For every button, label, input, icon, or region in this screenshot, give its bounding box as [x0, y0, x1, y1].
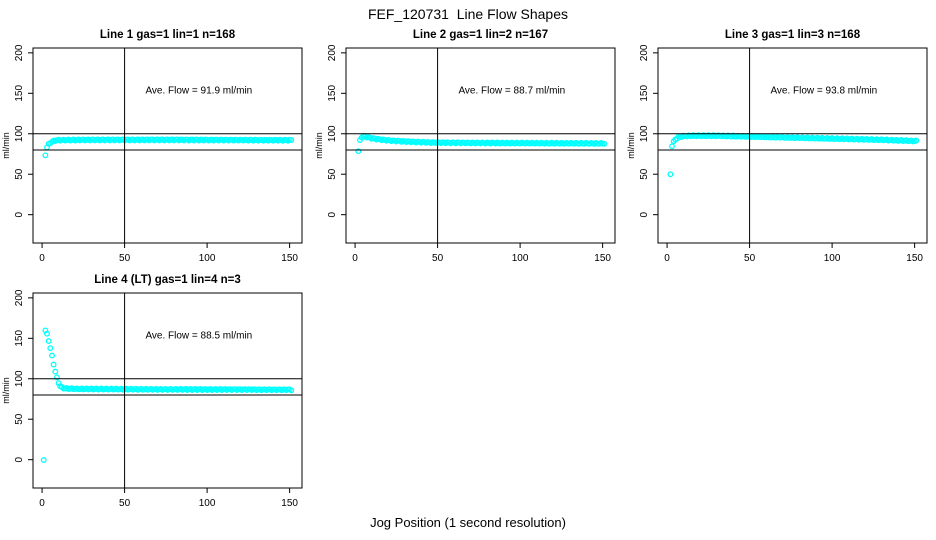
avg-flow-annotation: Ave. Flow = 93.8 ml/min [770, 85, 877, 96]
x-tick-label: 0 [39, 253, 45, 264]
scatter-points [355, 132, 608, 155]
panel-line-2: Line 2 gas=1 lin=2 n=167 0 50 100 150 0 50 100 1… [313, 0, 625, 268]
y-tick-label: 200 [639, 44, 650, 61]
y-axis-title: ml/min [1, 377, 11, 404]
avg-flow-annotation: Ave. Flow = 88.7 ml/min [458, 85, 565, 96]
y-tick-label: 50 [14, 168, 25, 180]
y-tick-label: 200 [14, 289, 25, 306]
panel-title: Line 1 gas=1 lin=1 n=168 [100, 29, 236, 41]
y-tick-label: 50 [639, 168, 650, 180]
y-tick-label: 150 [14, 85, 25, 102]
y-tick-label: 100 [639, 125, 650, 142]
x-tick-label: 50 [119, 498, 131, 509]
x-tick-label: 0 [352, 253, 358, 264]
y-tick-label: 150 [327, 85, 338, 102]
avg-flow-annotation: Ave. Flow = 91.9 ml/min [145, 85, 252, 96]
y-axis-title: ml/min [626, 132, 636, 159]
x-tick-label: 100 [199, 498, 216, 509]
panel-line-3-svg: Line 3 gas=1 lin=3 n=168 0 50 100 150 0 50 100 1… [626, 29, 928, 264]
plot-box [32, 47, 303, 244]
y-tick-label: 0 [327, 211, 338, 217]
panel-title: Line 3 gas=1 lin=3 n=168 [725, 29, 861, 41]
scatter-points [667, 132, 920, 178]
x-tick-label: 100 [512, 253, 529, 264]
y-tick-label: 150 [639, 85, 650, 102]
y-tick-label: 0 [639, 211, 650, 217]
scatter-points [42, 136, 295, 159]
y-tick-label: 100 [14, 125, 25, 142]
panel-line-3: Line 3 gas=1 lin=3 n=168 0 50 100 150 0 50 100 1… [625, 0, 936, 268]
x-tick-label: 0 [39, 498, 45, 509]
avg-flow-annotation: Ave. Flow = 88.5 ml/min [145, 330, 252, 341]
x-tick-label: 150 [281, 498, 298, 509]
plot-box [32, 292, 303, 489]
y-tick-label: 50 [327, 168, 338, 180]
plot-box [657, 47, 928, 244]
panel-title: Line 2 gas=1 lin=2 n=167 [413, 29, 548, 41]
y-tick-label: 200 [14, 44, 25, 61]
y-tick-label: 0 [14, 456, 25, 462]
y-tick-label: 200 [327, 44, 338, 61]
y-tick-label: 50 [14, 413, 25, 425]
y-tick-label: 100 [327, 125, 338, 142]
x-tick-label: 150 [281, 253, 298, 264]
y-tick-label: 150 [14, 330, 25, 347]
panel-line-2-svg: Line 2 gas=1 lin=2 n=167 0 50 100 150 0 50 100 1… [314, 29, 616, 264]
x-tick-label: 150 [906, 253, 923, 264]
x-tick-label: 50 [119, 253, 131, 264]
panel-line-1: Line 1 gas=1 lin=1 n=168 0 50 100 150 0 50 100 1… [0, 0, 312, 268]
y-tick-label: 100 [14, 370, 25, 387]
x-tick-label: 150 [594, 253, 611, 264]
y-axis-title: ml/min [314, 132, 324, 159]
y-axis-title: ml/min [1, 132, 11, 159]
panel-line-4-svg: Line 4 (LT) gas=1 lin=4 n=3 0 50 100 150 0 50 1… [1, 274, 303, 509]
x-axis-label: Jog Position (1 second resolution) [370, 515, 566, 530]
x-tick-label: 50 [744, 253, 756, 264]
x-tick-label: 100 [824, 253, 841, 264]
x-tick-label: 50 [432, 253, 444, 264]
plot-box [345, 47, 616, 244]
scatter-points [40, 327, 295, 464]
x-tick-label: 100 [199, 253, 216, 264]
x-tick-label: 0 [664, 253, 670, 264]
panel-line-4: Line 4 (LT) gas=1 lin=4 n=3 0 50 100 150 0 50 1… [0, 245, 312, 513]
y-tick-label: 0 [14, 211, 25, 217]
figure-title: FEF_120731 Line Flow Shapes [367, 6, 568, 22]
panel-title: Line 4 (LT) gas=1 lin=4 n=3 [94, 274, 240, 286]
panel-line-1-svg: Line 1 gas=1 lin=1 n=168 0 50 100 150 0 50 100 1… [1, 29, 303, 264]
